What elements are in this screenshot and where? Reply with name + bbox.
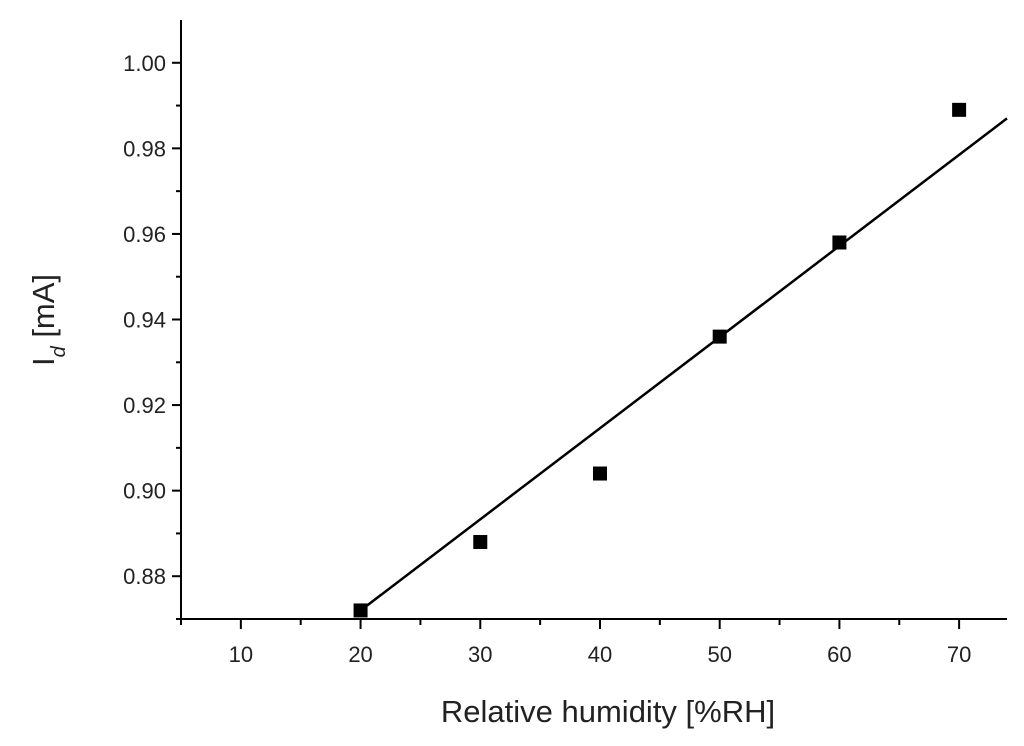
y-tick-label: 0.90 (123, 479, 166, 504)
y-axis-title: Id [mA] (26, 274, 70, 366)
plot-frame (180, 20, 1007, 620)
x-tick-label: 40 (588, 642, 612, 667)
y-tick-label: 0.88 (123, 564, 166, 589)
fit-line-layer (359, 117, 1008, 612)
x-tick-label: 50 (707, 642, 731, 667)
data-point (473, 534, 488, 549)
y-tick-label: 0.92 (123, 393, 166, 418)
data-point (832, 235, 847, 250)
y-axis-title-main: I (26, 357, 61, 366)
data-point (712, 329, 727, 344)
x-tick-label: 10 (229, 642, 253, 667)
y-axis-ticks: 0.88 0.90 0.92 0.94 0.96 0.98 1.00 (123, 51, 181, 620)
y-axis-title-unit: [mA] (26, 274, 61, 346)
x-tick-label: 30 (468, 642, 492, 667)
x-axis-ticks: 10 20 30 40 50 60 70 (180, 619, 971, 667)
data-point (353, 603, 368, 618)
y-axis-title-subscript: d (48, 345, 70, 357)
x-tick-label: 20 (348, 642, 372, 667)
x-tick-label: 70 (947, 642, 971, 667)
y-tick-label: 0.96 (123, 222, 166, 247)
x-axis-title: Relative humidity [%RH] (441, 694, 775, 729)
data-points-layer (353, 102, 967, 618)
data-point (592, 466, 607, 481)
data-point (952, 102, 967, 117)
y-tick-label: 0.94 (123, 308, 166, 333)
y-tick-label: 0.98 (123, 136, 166, 161)
y-tick-label: 1.00 (123, 51, 166, 76)
fit-line (359, 117, 1008, 612)
x-tick-label: 60 (827, 642, 851, 667)
